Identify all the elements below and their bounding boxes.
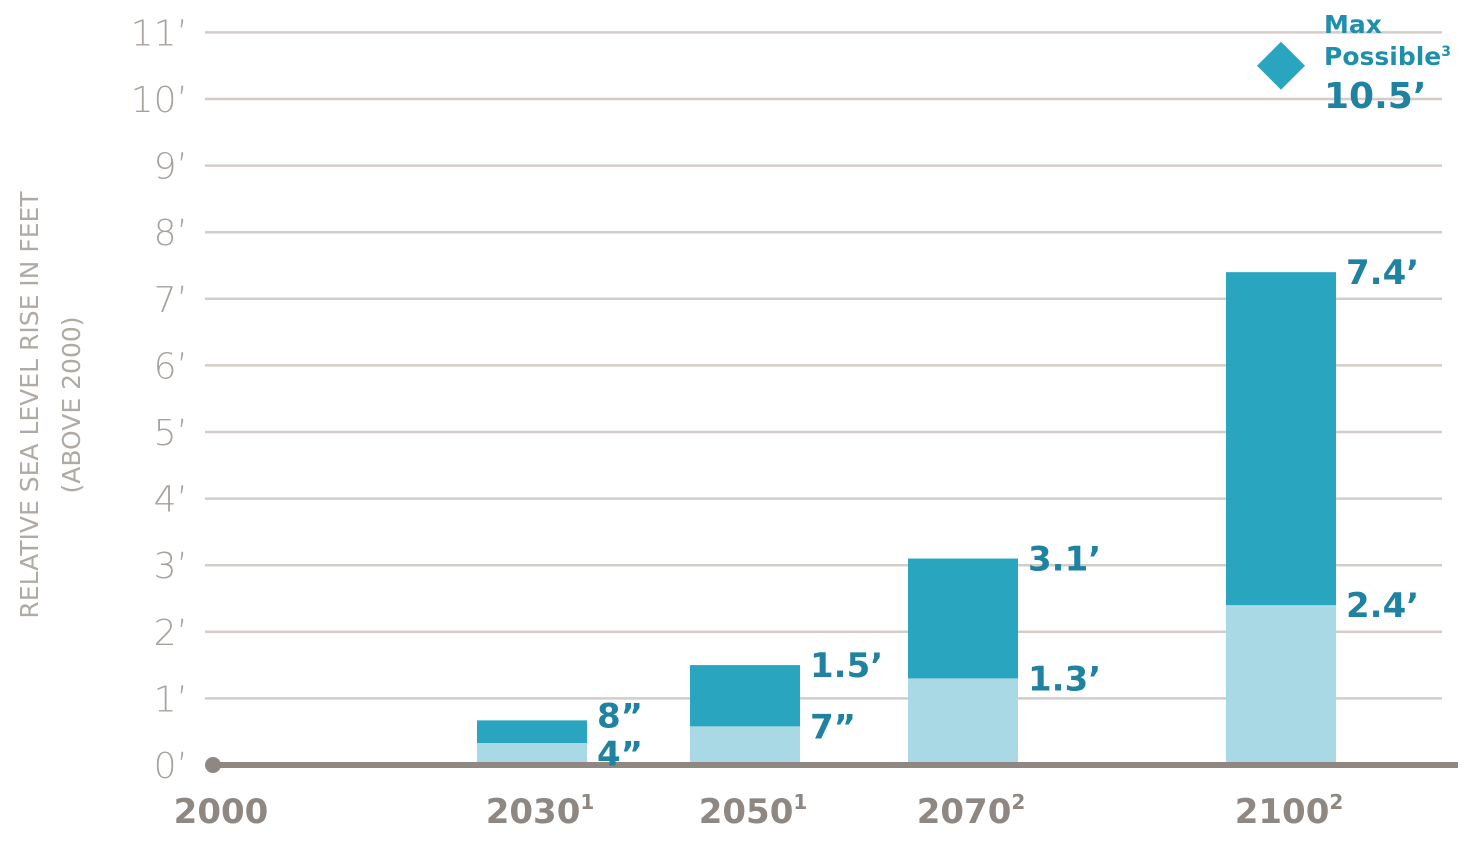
bar-segment-high [690,665,800,727]
bar-segment-low [690,726,800,765]
max-possible-label-line2: Possible3 [1324,42,1451,71]
bar-segment-high [1226,272,1336,606]
bars [477,272,1336,765]
y-axis-subtitle: (ABOVE 2000) [57,316,86,493]
y-tick-label: 11’ [131,13,188,54]
x-axis [205,757,1458,773]
y-tick-label: 10’ [131,80,188,121]
bar-segment-low [908,678,1018,765]
max-possible-marker: Max Possible3 10.5’ [1257,10,1451,117]
x-tick-label: 21002 [1235,790,1344,832]
y-tick-label: 0’ [154,746,188,787]
y-tick-label: 8’ [154,213,188,254]
data-label-low: 1.3’ [1028,659,1101,699]
y-axis-label: RELATIVE SEA LEVEL RISE IN FEET (ABOVE 2… [15,191,86,619]
bar-segment-low [1226,605,1336,765]
x-axis-ticks: 2000 20301 20501 20702 21002 [174,790,1344,832]
data-labels: 8”4” 1.5’ 7” 3.1’ 1.3’ 7.4’ 2.4’ [597,253,1419,775]
y-tick-label: 7’ [154,280,188,321]
x-tick-label: 20501 [699,790,808,832]
y-tick-label: 6’ [154,346,188,387]
bar-segment-high [908,558,1018,679]
data-label-high: 7.4’ [1346,253,1419,293]
data-label-high: 3.1’ [1028,540,1101,580]
bar-segment-high [477,720,587,744]
y-tick-label: 1’ [154,679,188,720]
y-tick-label: 9’ [154,147,188,188]
y-tick-label: 5’ [154,413,188,454]
y-axis-title: RELATIVE SEA LEVEL RISE IN FEET [15,191,44,619]
data-label-low: 2.4’ [1346,586,1419,626]
bar-segment-low [477,743,587,765]
max-possible-label-line1: Max [1324,10,1382,39]
y-tick-label: 2’ [154,613,188,654]
max-possible-value: 10.5’ [1324,76,1427,117]
data-label-low: 7” [810,707,856,747]
x-tick-label: 20301 [486,790,595,832]
origin-point [205,757,221,773]
y-axis-ticks: 0’ 1’ 2’ 3’ 4’ 5’ 6’ 7’ 8’ 9’ 10’ 11’ [131,13,188,787]
data-label-high: 8” [597,697,643,737]
y-tick-label: 4’ [154,480,188,521]
y-tick-label: 3’ [154,546,188,587]
gridlines [205,31,1442,700]
max-possible-diamond [1257,41,1305,90]
x-tick-label: 20702 [917,790,1026,832]
data-label-low: 4” [597,735,643,775]
data-label-high: 1.5’ [810,646,883,686]
x-tick-label: 2000 [174,792,269,832]
